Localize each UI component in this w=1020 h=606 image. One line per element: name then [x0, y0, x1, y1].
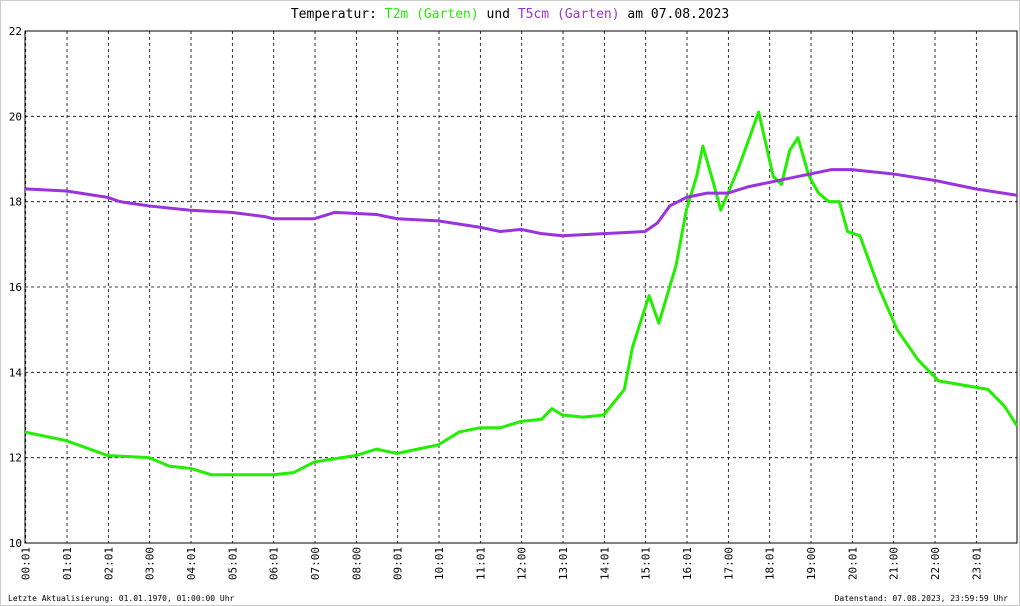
x-tick-label: 23:01 — [970, 547, 983, 580]
x-tick-label: 19:00 — [805, 547, 818, 580]
x-tick-label: 11:01 — [474, 547, 487, 580]
x-tick-label: 14:01 — [598, 547, 611, 580]
x-tick-label: 00:01 — [20, 547, 33, 580]
footer-left: Letzte Aktualisierung: 01.01.1970, 01:00… — [8, 594, 235, 603]
x-tick-label: 05:01 — [226, 547, 239, 580]
x-tick-label: 20:01 — [846, 547, 859, 580]
x-tick-label: 18:01 — [764, 547, 777, 580]
y-tick-label: 20 — [9, 110, 22, 123]
x-tick-label: 10:01 — [433, 547, 446, 580]
plot-area — [24, 30, 1018, 544]
y-tick-label: 10 — [9, 537, 22, 550]
legend-entry: T5cm (Garten) — [518, 7, 620, 22]
x-tick-label: 03:00 — [144, 547, 157, 580]
title-joiner: und — [487, 7, 510, 22]
y-tick-label: 16 — [9, 281, 22, 294]
x-tick-label: 08:00 — [350, 547, 363, 580]
y-tick-label: 22 — [9, 25, 22, 38]
x-tick-label: 01:01 — [61, 547, 74, 580]
x-tick-label: 22:00 — [929, 547, 942, 580]
title-prefix: Temperatur: — [291, 7, 377, 22]
x-tick-label: 17:00 — [722, 547, 735, 580]
y-tick-label: 12 — [9, 452, 22, 465]
x-tick-label: 09:01 — [392, 547, 405, 580]
series-line — [24, 168, 1018, 238]
x-tick-label: 13:01 — [557, 547, 570, 580]
footer-right: Datenstand: 07.08.2023, 23:59:59 Uhr — [835, 594, 1009, 603]
x-tick-label: 07:00 — [309, 547, 322, 580]
x-tick-label: 12:00 — [516, 547, 529, 580]
title-suffix: am 07.08.2023 — [627, 7, 729, 22]
series-line — [24, 110, 1019, 477]
y-tick-label: 18 — [9, 196, 22, 209]
x-tick-label: 15:01 — [640, 547, 653, 580]
y-tick-label: 14 — [9, 366, 23, 379]
x-tick-label: 06:01 — [268, 547, 281, 580]
x-tick-label: 04:01 — [185, 547, 198, 580]
x-tick-label: 16:01 — [681, 547, 694, 580]
legend-entry: T2m (Garten) — [385, 7, 479, 22]
x-tick-label: 21:00 — [888, 547, 901, 580]
x-tick-label: 02:01 — [102, 547, 115, 580]
chart-title: Temperatur: T2m (Garten) und T5cm (Garte… — [291, 7, 729, 22]
